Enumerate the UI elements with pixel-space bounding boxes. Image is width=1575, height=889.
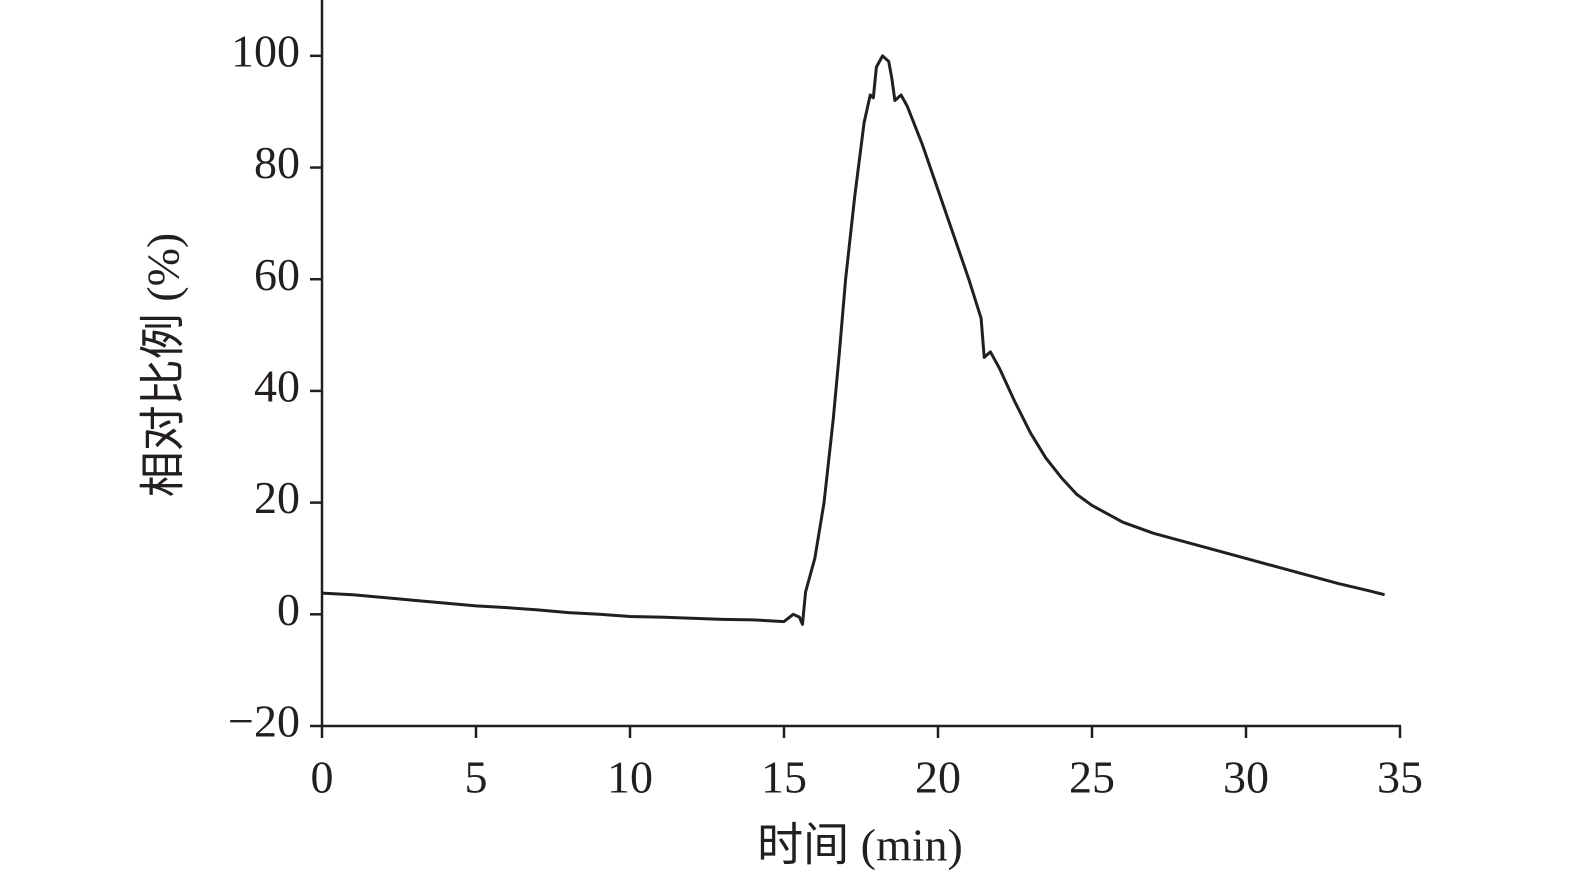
y-tick-label: 100 <box>231 25 300 76</box>
y-tick-label: 40 <box>254 360 300 411</box>
x-axis-label: 时间 (min) <box>757 820 963 871</box>
y-axis-label: 相对比例 (%) <box>138 233 189 497</box>
x-tick-label: 5 <box>465 752 488 803</box>
y-tick-label: 20 <box>254 472 300 523</box>
data-line <box>321 54 1385 626</box>
x-tick-label: 25 <box>1069 752 1115 803</box>
x-tick-label: 30 <box>1223 752 1269 803</box>
y-tick-label: −20 <box>228 696 300 747</box>
y-tick-label: 0 <box>277 584 300 635</box>
x-tick-label: 0 <box>311 752 334 803</box>
x-tick-label: 20 <box>915 752 961 803</box>
x-tick-label: 10 <box>607 752 653 803</box>
x-tick-label: 35 <box>1377 752 1423 803</box>
y-tick-label: 60 <box>254 249 300 300</box>
x-tick-label: 15 <box>761 752 807 803</box>
y-tick-label: 80 <box>254 137 300 188</box>
